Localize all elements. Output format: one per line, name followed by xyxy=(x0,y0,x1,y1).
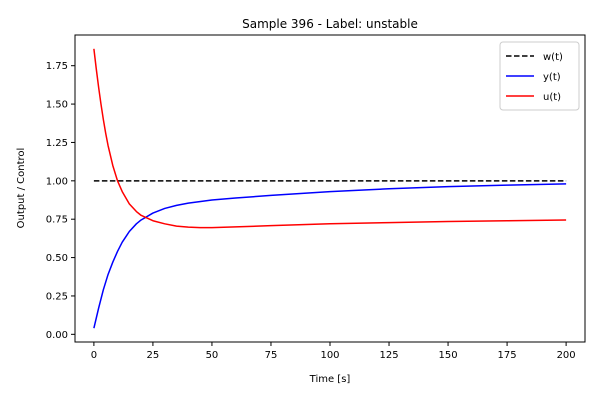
plot-area xyxy=(93,48,567,329)
series-line-y-t xyxy=(93,183,567,329)
legend-label-u-t: u(t) xyxy=(543,92,561,103)
y-tick-label: 1.00 xyxy=(46,176,68,187)
y-tick-label: 0.50 xyxy=(46,253,68,264)
x-tick-label: 200 xyxy=(557,350,576,361)
series-line-u-t xyxy=(93,48,567,229)
legend: w(t) y(t) u(t) xyxy=(499,41,580,111)
x-axis-label: Time [s] xyxy=(309,374,351,385)
legend-label-w-t: w(t) xyxy=(543,52,563,63)
x-axis: 0 25 50 75 100 125 150 175 200 xyxy=(91,342,576,361)
y-tick-label: 0.25 xyxy=(46,291,68,302)
legend-box xyxy=(499,41,580,111)
x-tick-label: 100 xyxy=(320,350,339,361)
y-tick-label: 0.75 xyxy=(46,215,68,226)
y-axis-label: Output / Control xyxy=(16,148,27,229)
x-tick-label: 175 xyxy=(498,350,517,361)
x-tick-label: 150 xyxy=(439,350,458,361)
x-tick-label: 125 xyxy=(379,350,398,361)
x-tick-label: 50 xyxy=(206,350,219,361)
x-tick-label: 0 xyxy=(91,350,97,361)
legend-label-y-t: y(t) xyxy=(543,72,561,83)
x-tick-label: 25 xyxy=(147,350,160,361)
y-tick-label: 1.75 xyxy=(46,61,68,72)
y-tick-label: 0.00 xyxy=(46,330,68,341)
y-axis: 0.00 0.25 0.50 0.75 1.00 1.25 1.50 1.75 xyxy=(46,61,75,341)
chart-title: Sample 396 - Label: unstable xyxy=(242,17,418,31)
y-tick-label: 1.50 xyxy=(46,100,68,111)
y-tick-label: 1.25 xyxy=(46,138,68,149)
x-tick-label: 75 xyxy=(265,350,278,361)
